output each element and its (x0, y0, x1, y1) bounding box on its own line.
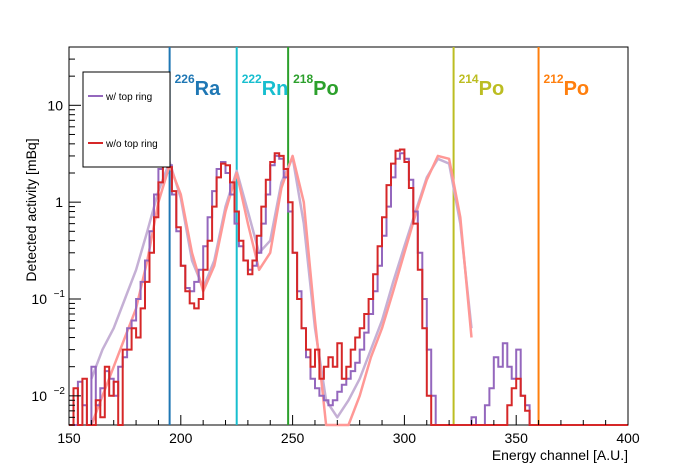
peak-label-218po: 218Po (293, 72, 339, 100)
x-tick-label-250: 250 (281, 430, 305, 446)
y-tick-exponent: −1 (54, 289, 66, 300)
peak-label-226ra: 226Ra (175, 72, 221, 100)
peak-markers: 226Ra 222Rn 218Po 214Po 212Po (168, 47, 590, 425)
x-tick-label-400: 400 (616, 430, 640, 446)
y-axis-title: Detected activity [mBq] (23, 138, 39, 281)
y-tick-exponent: −2 (54, 386, 66, 397)
legend-label-without-ring: w/o top ring (105, 139, 158, 150)
x-tick-label-350: 350 (505, 430, 529, 446)
series-w-o-top-ring (69, 148, 628, 426)
y-tick-label: 1 (55, 194, 63, 210)
axes: 150 200 250 300 350 400 10 −2 10 −1 1 10 (31, 46, 640, 446)
y-tick-label: 10 (47, 97, 63, 113)
x-tick-label-300: 300 (393, 430, 417, 446)
series-w-top-ring-fit (90, 156, 473, 419)
peak-label-212po: 212Po (544, 72, 590, 100)
x-tick-label-200: 200 (169, 430, 193, 446)
peak-label-222rn: 222Rn (242, 72, 289, 100)
series-w-top-ring (69, 152, 628, 426)
legend: w/ top ring w/o top ring (82, 71, 171, 168)
x-tick-label-150: 150 (57, 430, 81, 446)
series-w-o-top-ring-fit (90, 154, 473, 427)
y-tick-label: 10 (31, 388, 47, 404)
legend-label-with-ring: w/ top ring (105, 92, 152, 103)
x-axis-title: Energy channel [A.U.] (492, 447, 628, 463)
y-tick-label: 10 (31, 291, 47, 307)
legend-box (82, 71, 171, 168)
peak-label-214po: 214Po (459, 72, 505, 100)
series-layer (69, 148, 628, 427)
